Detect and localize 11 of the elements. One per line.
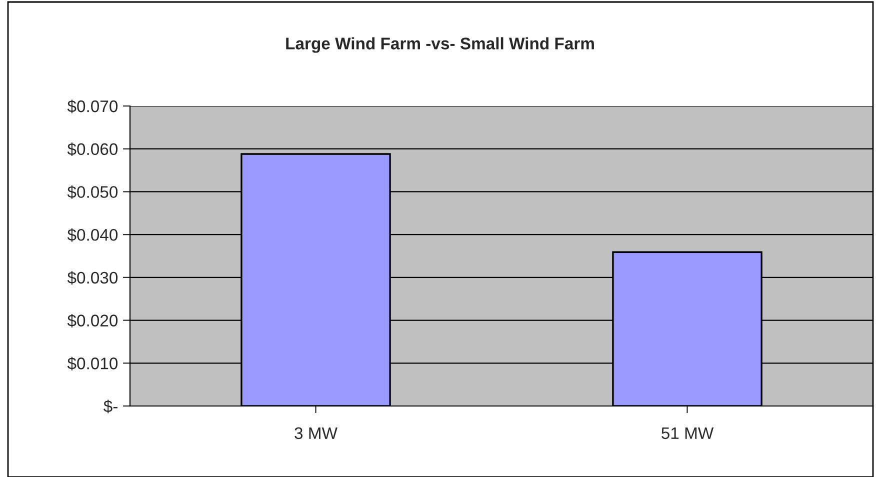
y-tick-label: $0.040 xyxy=(67,228,118,242)
y-tick-label: $0.050 xyxy=(67,185,118,199)
y-tick-label: $- xyxy=(104,400,118,414)
x-tick-label: 51 MW xyxy=(662,427,714,440)
y-tick-label: $0.010 xyxy=(67,356,118,370)
x-tick-label: 3 MW xyxy=(294,427,338,440)
y-tick-label: $0.060 xyxy=(67,142,118,156)
y-tick-label: $0.020 xyxy=(67,314,118,328)
chart-title: Large Wind Farm -vs- Small Wind Farm xyxy=(286,37,594,53)
y-tick-label: $0.030 xyxy=(67,271,118,285)
y-tick-label: $0.070 xyxy=(67,100,118,114)
